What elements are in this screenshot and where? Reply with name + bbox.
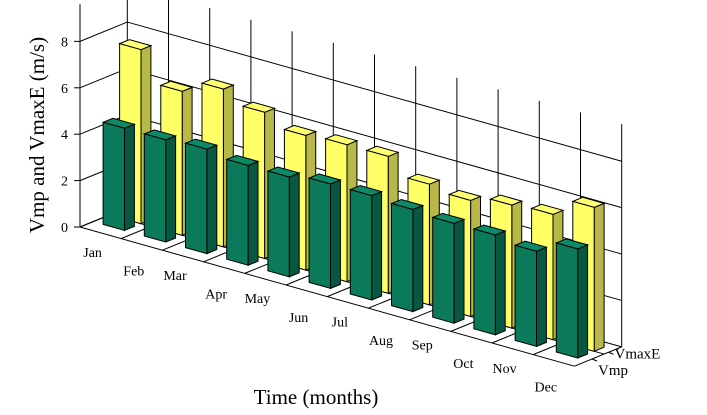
series-label: VmaxE xyxy=(615,346,661,362)
left-wall-grid-line xyxy=(79,21,128,42)
x-tick-label: Apr xyxy=(205,288,227,303)
y-tick-label: 2 xyxy=(61,175,68,190)
bar-vmp-feb xyxy=(142,129,178,243)
bar-front-face xyxy=(514,244,537,348)
x-tick-label: Jan xyxy=(83,246,102,261)
bar-side-face xyxy=(453,218,465,324)
bar-front-face xyxy=(267,170,290,278)
bar-front-face xyxy=(473,228,496,336)
bar-front-face xyxy=(432,216,455,324)
x-tick-label: Oct xyxy=(453,357,473,372)
x-tick-label: Nov xyxy=(493,362,517,377)
bar-front-face xyxy=(102,121,125,232)
x-axis-title: Time (months) xyxy=(254,385,379,409)
bar-vmp-apr xyxy=(225,154,260,266)
bar-side-face xyxy=(206,144,218,255)
bar-front-face xyxy=(308,177,331,290)
x-tick-label: May xyxy=(245,292,271,307)
bar-vmp-aug xyxy=(389,198,425,313)
bar-side-face xyxy=(593,202,605,353)
bar-front-face xyxy=(226,158,249,266)
series-tick-mark xyxy=(591,358,598,362)
bar-vmp-oct xyxy=(472,224,507,336)
x-tick-labels: Jan Feb Mar Apr May Jun Jul Aug Sep Oct Nov Dec xyxy=(83,246,557,396)
bar-side-face xyxy=(371,190,383,301)
x-tick-label: Mar xyxy=(163,269,187,284)
bar-side-face xyxy=(330,179,341,290)
bar-vmp-jul xyxy=(348,184,384,301)
bar-vmp-dec xyxy=(554,238,590,359)
bar-side-face xyxy=(494,230,506,336)
floor-right-edge xyxy=(574,346,622,367)
series-tick-mark xyxy=(608,351,614,355)
bars xyxy=(101,39,606,359)
y-tick-label: 0 xyxy=(61,221,68,236)
y-tick-label: 4 xyxy=(61,128,68,143)
x-tick-label: Jul xyxy=(332,315,348,330)
bar-vmp-nov xyxy=(513,240,548,348)
x-tick-label: Feb xyxy=(123,264,144,279)
bar-vmp-jan xyxy=(101,117,136,232)
bar-side-face xyxy=(536,246,547,348)
bar-side-face xyxy=(577,244,589,359)
bar-vmp-may xyxy=(266,166,301,278)
series-label: Vmp xyxy=(598,363,628,379)
bar-vmp-mar xyxy=(183,138,219,255)
bar-side-face xyxy=(412,204,424,313)
y-tick-label: 8 xyxy=(61,35,68,50)
bar-side-face xyxy=(124,123,135,232)
bar-side-face xyxy=(165,135,177,243)
bar-vmp-jun xyxy=(307,173,342,290)
x-tick-label: Aug xyxy=(369,334,393,349)
bar-vmp-sep xyxy=(431,212,466,324)
y-tick-label: 6 xyxy=(61,82,68,97)
y-axis-title: Vmp and VmaxE (m/s) xyxy=(25,37,49,233)
bar-front-face xyxy=(391,202,414,313)
bar-front-face xyxy=(555,242,579,359)
bar-front-face xyxy=(349,188,373,301)
x-tick-label: Sep xyxy=(412,339,433,354)
bar-front-face xyxy=(185,142,208,255)
bar-side-face xyxy=(247,160,259,266)
bar-front-face xyxy=(143,133,167,243)
bar-side-face xyxy=(288,172,300,278)
x-tick-label: Jun xyxy=(289,311,308,326)
x-tick-label: Dec xyxy=(535,380,558,395)
y-tick-labels: 0 2 4 6 8 xyxy=(61,35,80,236)
